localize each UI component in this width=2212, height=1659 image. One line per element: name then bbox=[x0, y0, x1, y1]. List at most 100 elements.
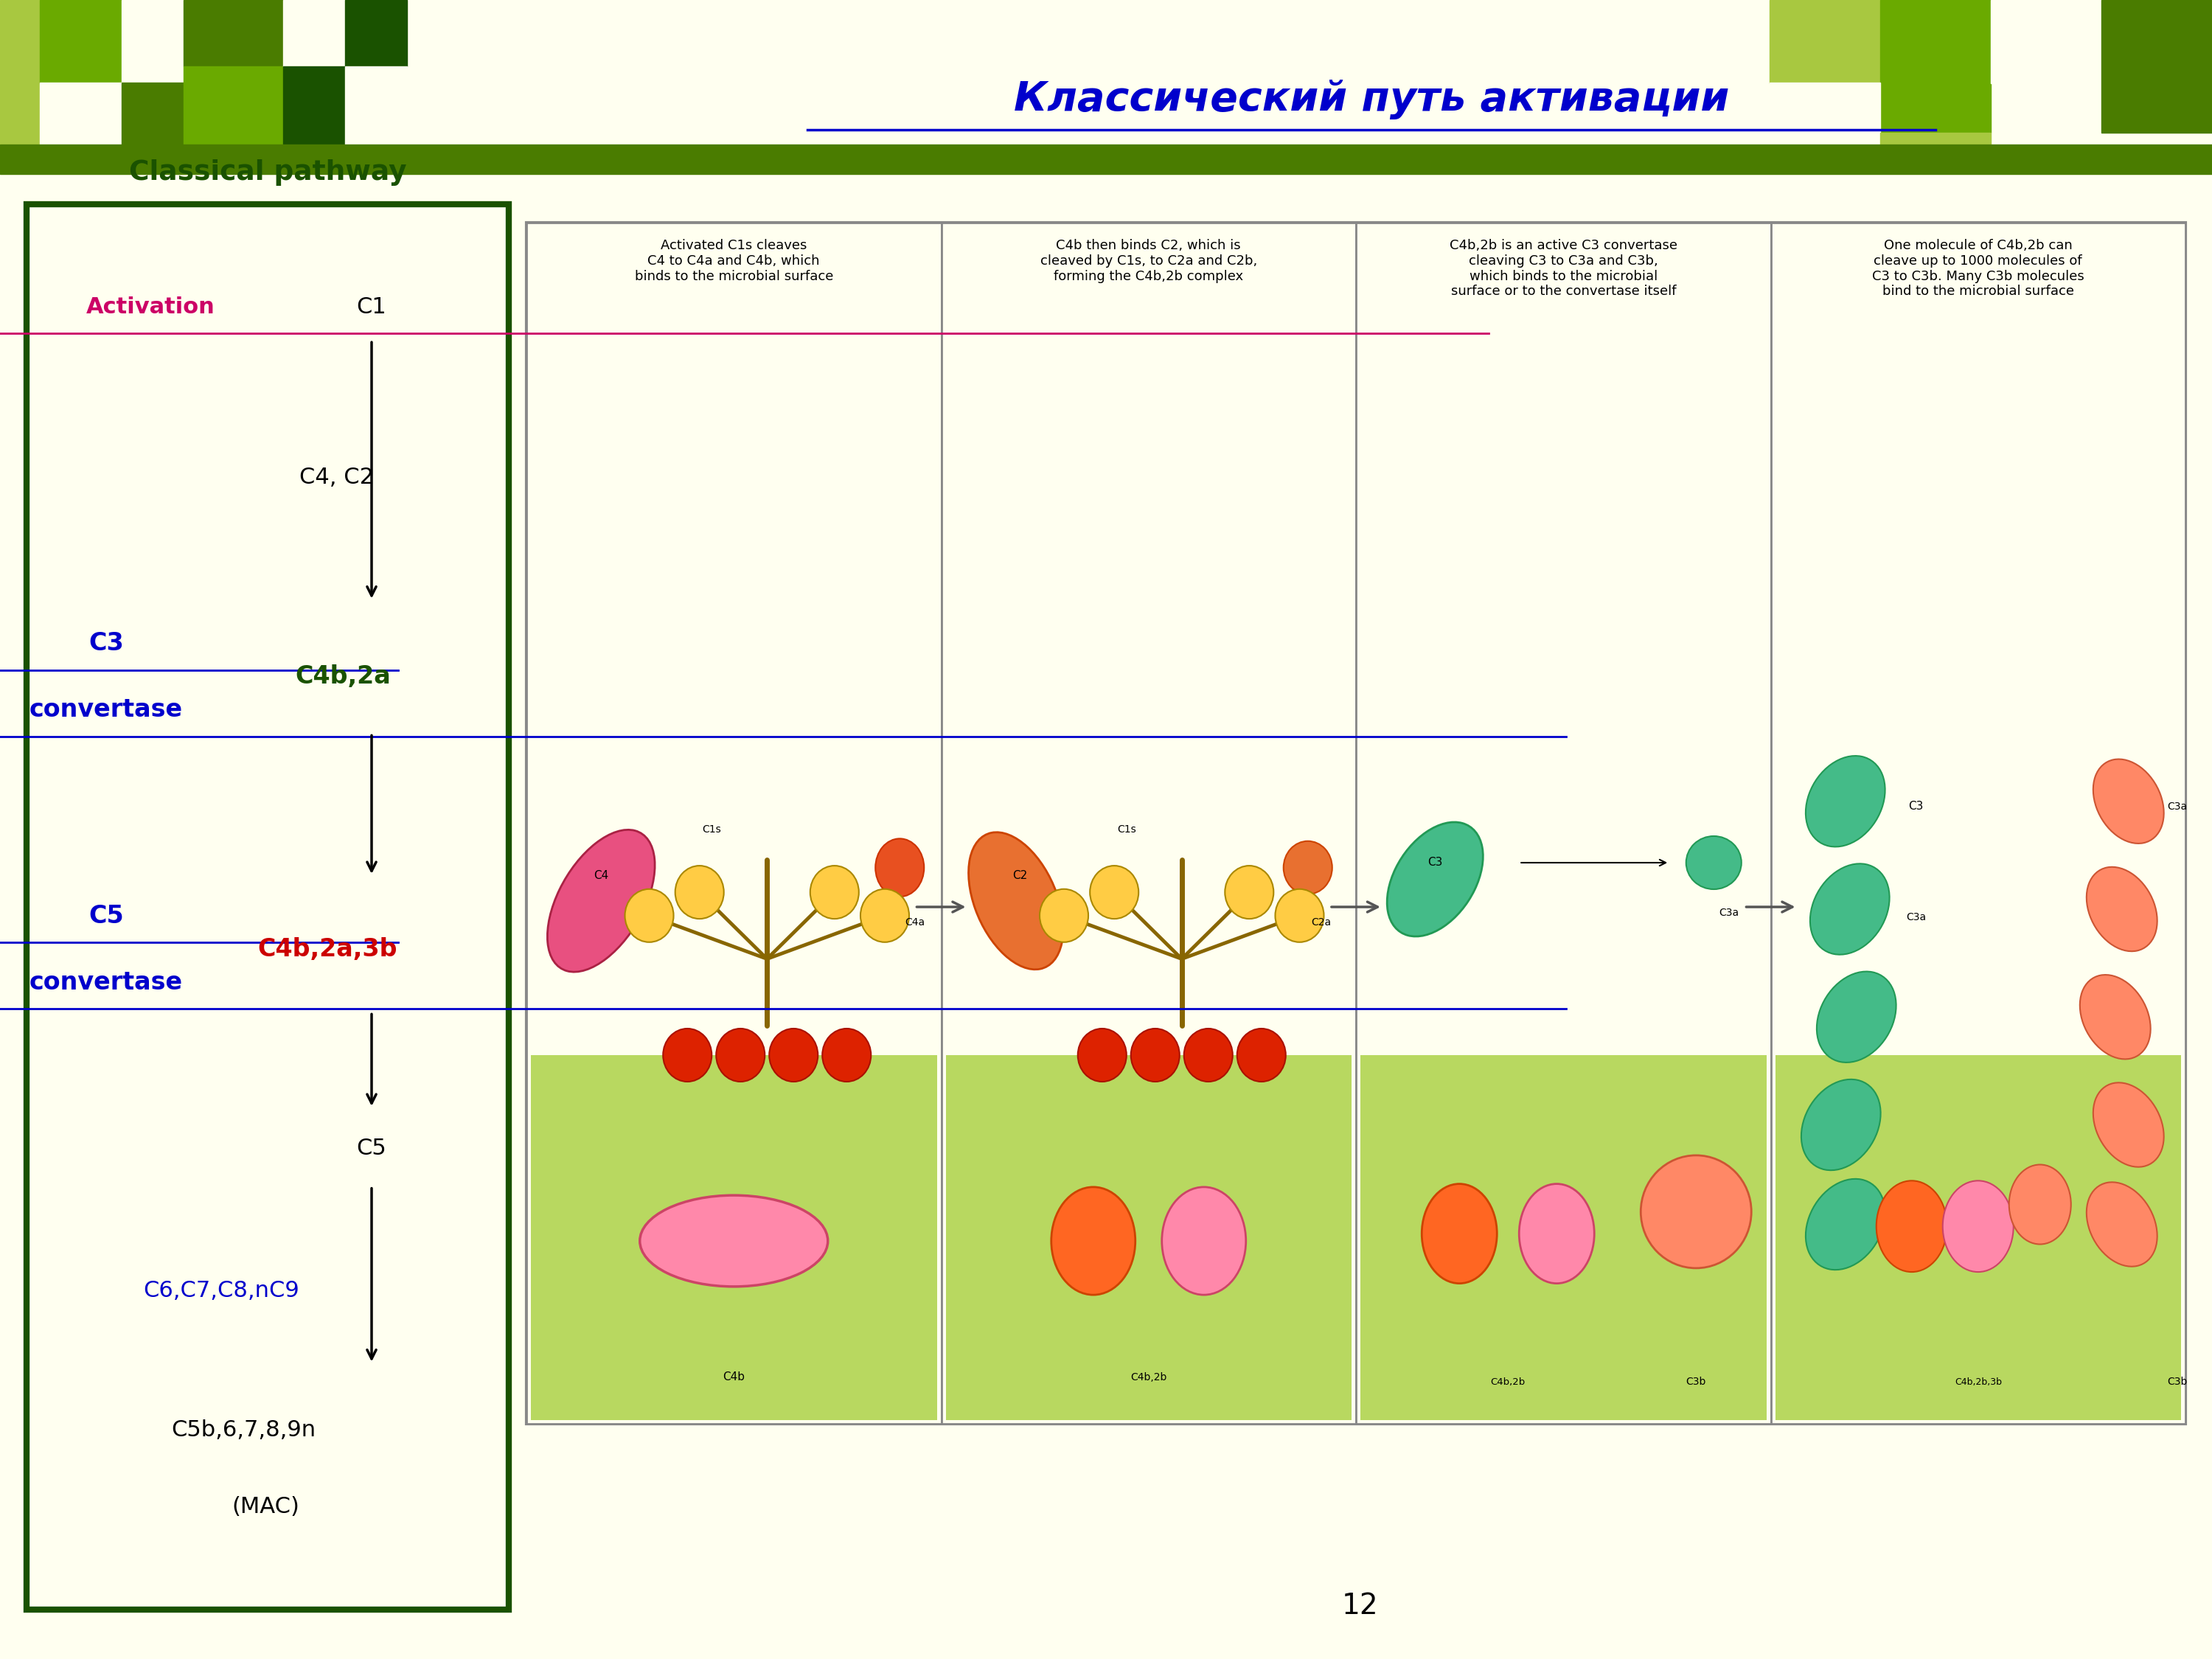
Ellipse shape bbox=[1237, 1029, 1285, 1082]
Bar bbox=[345, 66, 407, 149]
Text: C4b,2a,3b: C4b,2a,3b bbox=[257, 937, 398, 961]
Text: C5: C5 bbox=[88, 904, 124, 927]
Text: C3b: C3b bbox=[1686, 1377, 1705, 1387]
Bar bbox=[122, 83, 184, 149]
Ellipse shape bbox=[1942, 1181, 2013, 1272]
Ellipse shape bbox=[626, 889, 675, 942]
Bar bbox=[283, 0, 345, 66]
Bar bbox=[1360, 1055, 1765, 1420]
Ellipse shape bbox=[876, 838, 925, 896]
Text: C5: C5 bbox=[356, 1138, 387, 1158]
Bar bbox=[526, 222, 2185, 1423]
Text: convertase: convertase bbox=[29, 971, 184, 994]
Text: C2a: C2a bbox=[1312, 917, 1332, 927]
Ellipse shape bbox=[1091, 866, 1139, 919]
Text: C4b,2b is an active C3 convertase
cleaving C3 to C3a and C3b,
which binds to the: C4b,2b is an active C3 convertase cleavi… bbox=[1449, 239, 1677, 299]
Ellipse shape bbox=[2093, 1083, 2163, 1166]
Bar bbox=[1356, 222, 1770, 1423]
Ellipse shape bbox=[1130, 1029, 1179, 1082]
Text: C3a: C3a bbox=[2168, 801, 2188, 811]
Ellipse shape bbox=[546, 830, 655, 972]
Ellipse shape bbox=[1520, 1185, 1595, 1284]
Bar bbox=[1770, 222, 2185, 1423]
Text: Activated C1s cleaves
C4 to C4a and C4b, which
binds to the microbial surface: Activated C1s cleaves C4 to C4a and C4b,… bbox=[635, 239, 834, 282]
Ellipse shape bbox=[810, 866, 858, 919]
Ellipse shape bbox=[675, 866, 723, 919]
Bar bbox=[1880, 0, 1991, 133]
Text: C1s: C1s bbox=[701, 825, 721, 834]
Bar bbox=[1770, 83, 1880, 166]
Ellipse shape bbox=[1161, 1188, 1245, 1294]
Bar bbox=[345, 0, 407, 66]
Bar bbox=[942, 222, 1356, 1423]
Text: C3: C3 bbox=[1909, 801, 1924, 811]
Ellipse shape bbox=[1641, 1155, 1752, 1267]
Ellipse shape bbox=[1274, 889, 1323, 942]
Text: C4b,2b: C4b,2b bbox=[1491, 1377, 1526, 1387]
Bar bbox=[184, 66, 283, 149]
Ellipse shape bbox=[1077, 1029, 1126, 1082]
Text: C3: C3 bbox=[1427, 858, 1442, 868]
Text: C4a: C4a bbox=[905, 917, 925, 927]
Ellipse shape bbox=[1225, 866, 1274, 919]
Text: Activation: Activation bbox=[86, 297, 215, 317]
Ellipse shape bbox=[1876, 1181, 1947, 1272]
Ellipse shape bbox=[1040, 889, 1088, 942]
Ellipse shape bbox=[2086, 868, 2157, 951]
Text: C4, C2: C4, C2 bbox=[299, 468, 374, 488]
Bar bbox=[0, 0, 40, 149]
Text: C4b,2b,3b: C4b,2b,3b bbox=[1955, 1377, 2002, 1387]
Bar bbox=[531, 1055, 938, 1420]
Text: C5b,6,7,8,9n: C5b,6,7,8,9n bbox=[170, 1420, 316, 1440]
Bar bbox=[2101, 0, 2212, 133]
Ellipse shape bbox=[770, 1029, 818, 1082]
Ellipse shape bbox=[639, 1194, 827, 1287]
Text: convertase: convertase bbox=[29, 698, 184, 722]
Bar bbox=[40, 0, 122, 83]
Text: C4: C4 bbox=[593, 871, 608, 881]
Ellipse shape bbox=[1805, 1180, 1885, 1269]
Ellipse shape bbox=[1387, 823, 1482, 936]
Bar bbox=[0, 144, 2212, 174]
Ellipse shape bbox=[860, 889, 909, 942]
Text: C6,C7,C8,nC9: C6,C7,C8,nC9 bbox=[144, 1281, 299, 1301]
Text: Classical pathway: Classical pathway bbox=[128, 159, 407, 186]
Ellipse shape bbox=[2086, 1183, 2157, 1266]
Ellipse shape bbox=[1051, 1188, 1135, 1294]
Ellipse shape bbox=[1801, 1080, 1880, 1170]
Ellipse shape bbox=[2008, 1165, 2070, 1244]
Text: C2: C2 bbox=[1013, 871, 1029, 881]
Text: C4b then binds C2, which is
cleaved by C1s, to C2a and C2b,
forming the C4b,2b c: C4b then binds C2, which is cleaved by C… bbox=[1040, 239, 1256, 282]
Bar bbox=[526, 222, 942, 1423]
Bar bbox=[1774, 1055, 2181, 1420]
Ellipse shape bbox=[664, 1029, 712, 1082]
Ellipse shape bbox=[717, 1029, 765, 1082]
Bar bbox=[184, 0, 283, 66]
Text: C4b: C4b bbox=[723, 1372, 745, 1382]
Text: C3: C3 bbox=[88, 632, 124, 655]
Text: C3a: C3a bbox=[1719, 907, 1739, 917]
Ellipse shape bbox=[1816, 972, 1896, 1062]
Text: C3b: C3b bbox=[2168, 1377, 2188, 1387]
Text: C1s: C1s bbox=[1117, 825, 1137, 834]
Text: C4b,2a: C4b,2a bbox=[294, 665, 392, 688]
Bar bbox=[122, 0, 184, 83]
Bar bbox=[1991, 0, 2101, 83]
Ellipse shape bbox=[1805, 757, 1885, 846]
Text: C1: C1 bbox=[356, 297, 387, 317]
Bar bbox=[40, 83, 122, 149]
FancyBboxPatch shape bbox=[27, 204, 509, 1609]
Ellipse shape bbox=[2093, 760, 2163, 843]
Ellipse shape bbox=[823, 1029, 872, 1082]
Text: C4b,2b: C4b,2b bbox=[1130, 1372, 1166, 1382]
Text: Классический путь активации: Классический путь активации bbox=[1013, 80, 1730, 119]
Ellipse shape bbox=[1183, 1029, 1232, 1082]
Text: One molecule of C4b,2b can
cleave up to 1000 molecules of
C3 to C3b. Many C3b mo: One molecule of C4b,2b can cleave up to … bbox=[1871, 239, 2084, 299]
Text: C3a: C3a bbox=[1907, 912, 1927, 922]
Ellipse shape bbox=[1422, 1185, 1498, 1284]
Bar bbox=[947, 1055, 1352, 1420]
Ellipse shape bbox=[1283, 841, 1332, 894]
Ellipse shape bbox=[969, 833, 1064, 969]
Bar bbox=[1770, 0, 1880, 83]
Ellipse shape bbox=[1809, 864, 1889, 954]
